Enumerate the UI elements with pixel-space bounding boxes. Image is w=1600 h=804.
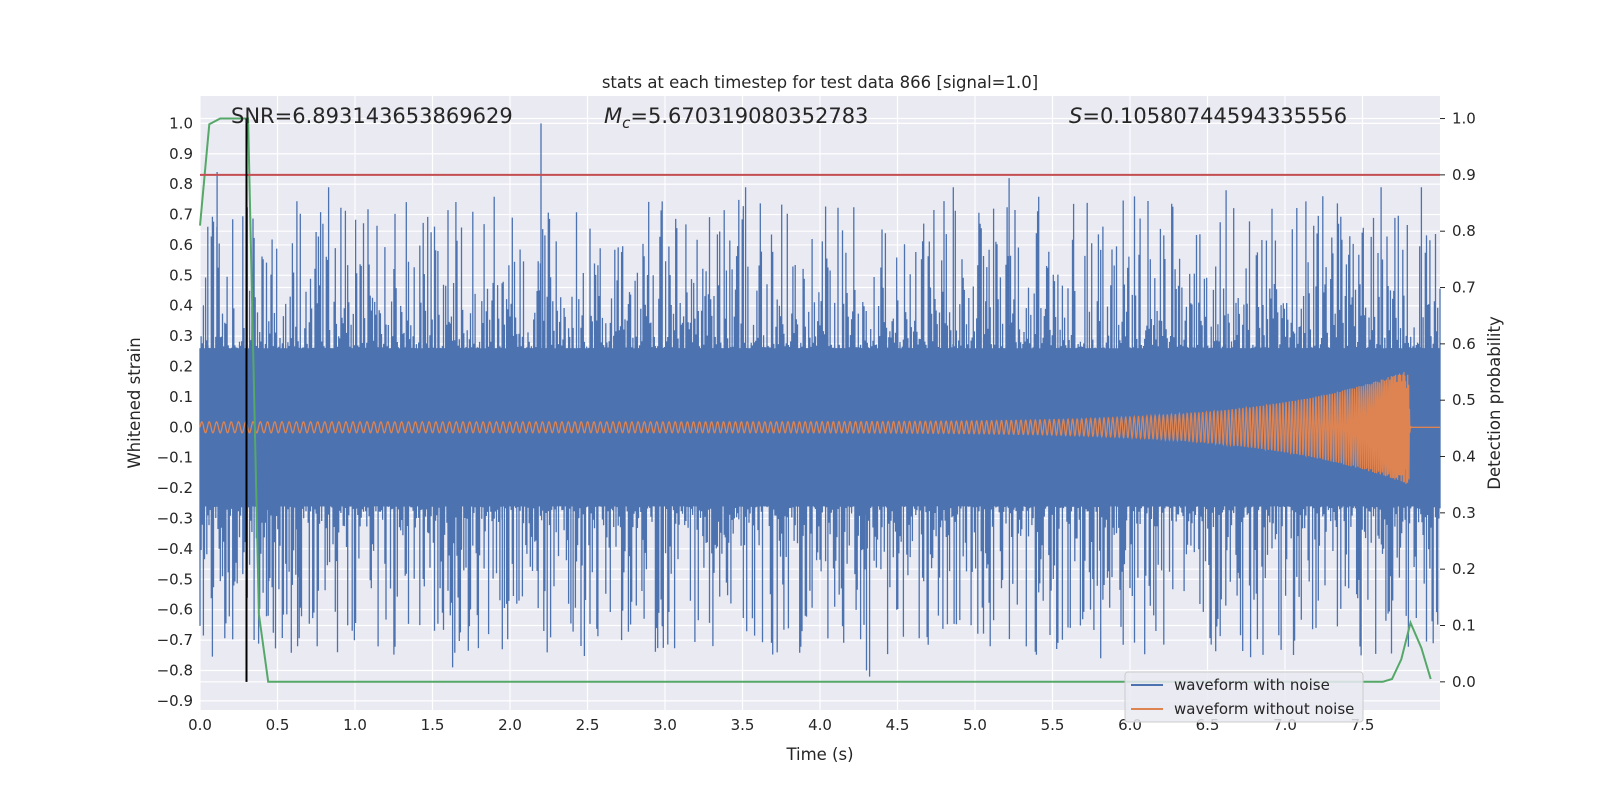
clean-waveform-line <box>199 371 1440 484</box>
y-tick-label-right: 0.2 <box>1452 560 1476 578</box>
legend-label-clean: waveform without noise <box>1174 700 1354 718</box>
y-tick-label-right: 0.3 <box>1452 504 1476 522</box>
x-tick-label: 4.5 <box>886 716 910 734</box>
x-tick-label: 5.5 <box>1041 716 1065 734</box>
x-tick-label: 3.0 <box>653 716 677 734</box>
y-tick-label-left: −0.2 <box>157 479 193 497</box>
y-tick-label-right: 0.8 <box>1452 222 1476 240</box>
y-tick-label-right: 0.4 <box>1452 448 1476 466</box>
y-tick-label-left: −0.6 <box>157 601 193 619</box>
y-tick-label-left: −0.3 <box>157 510 193 528</box>
x-tick-label: 5.0 <box>963 716 987 734</box>
x-tick-label: 1.5 <box>421 716 445 734</box>
chirp-mass-symbol: M <box>604 104 622 128</box>
y-tick-label-right: 1.0 <box>1452 110 1476 128</box>
snr-annotation: SNR=6.893143653869629 <box>231 104 513 128</box>
y-tick-label-left: 0.7 <box>169 206 193 224</box>
legend-label-noise: waveform with noise <box>1174 676 1330 694</box>
series-waveform-without-noise <box>199 371 1440 484</box>
y-tick-label-left: 0.4 <box>169 297 193 315</box>
markers <box>200 118 1440 682</box>
x-tick-label: 2.0 <box>498 716 522 734</box>
x-tick-label: 0.5 <box>266 716 290 734</box>
tick-labels: 0.0 0.5 1.0 1.5 2.0 2.5 3.0 3.5 4.0 4.5 5.0 5.5 6.0 6… <box>157 110 1476 734</box>
y-tick-label-left: 0.5 <box>169 266 193 284</box>
y-tick-label-left: −0.4 <box>157 540 193 558</box>
x-tick-label: 0.0 <box>188 716 212 734</box>
x-tick-label: 3.5 <box>731 716 755 734</box>
y-tick-label-left: 0.1 <box>169 388 193 406</box>
x-axis-label: Time (s) <box>785 745 853 764</box>
y-tick-label-left: −0.8 <box>157 661 193 679</box>
y-tick-label-right: 0.6 <box>1452 335 1476 353</box>
y-axis-label-left: Whitened strain <box>125 337 144 468</box>
detection-probability-line <box>199 117 1432 683</box>
y-tick-label-left: 0.3 <box>169 327 193 345</box>
y-tick-label-right: 0.0 <box>1452 673 1476 691</box>
y-tick-label-left: 0.9 <box>169 145 193 163</box>
x-tick-label: 2.5 <box>576 716 600 734</box>
y-tick-label-left: 0.0 <box>169 418 193 436</box>
legend-box <box>1124 671 1364 723</box>
y-tick-label-right: 0.5 <box>1452 391 1476 409</box>
s-symbol: S <box>1069 104 1082 128</box>
x-tick-label: 4.0 <box>808 716 832 734</box>
y-tick-label-right: 0.9 <box>1452 166 1476 184</box>
chirp-mass-value: =5.670319080352783 <box>630 104 868 128</box>
y-tick-label-left: 1.0 <box>169 114 193 132</box>
s-annotation: S=0.10580744594335556 <box>1069 104 1347 128</box>
s-value: =0.10580744594335556 <box>1082 104 1347 128</box>
y-tick-label-left: 0.2 <box>169 358 193 376</box>
y-tick-label-left: −0.9 <box>157 692 193 710</box>
y-tick-label-left: 0.8 <box>169 175 193 193</box>
chirp-mass-subscript: c <box>622 114 631 132</box>
series-detection-probability <box>199 117 1432 683</box>
y-tick-label-right: 0.1 <box>1452 617 1476 635</box>
chart-title: stats at each timestep for test data 866… <box>602 73 1038 92</box>
legend: waveform with noise waveform without noi… <box>1124 671 1364 723</box>
chirp-mass-annotation: Mc=5.670319080352783 <box>604 104 868 132</box>
y-tick-label-left: 0.6 <box>169 236 193 254</box>
y-axis-label-right: Detection probability <box>1485 316 1504 490</box>
y-tick-label-left: −0.5 <box>157 570 193 588</box>
y-tick-label-right: 0.7 <box>1452 279 1476 297</box>
y-tick-label-left: −0.1 <box>157 449 193 467</box>
y-tick-label-left: −0.7 <box>157 631 193 649</box>
x-tick-label: 1.0 <box>343 716 367 734</box>
